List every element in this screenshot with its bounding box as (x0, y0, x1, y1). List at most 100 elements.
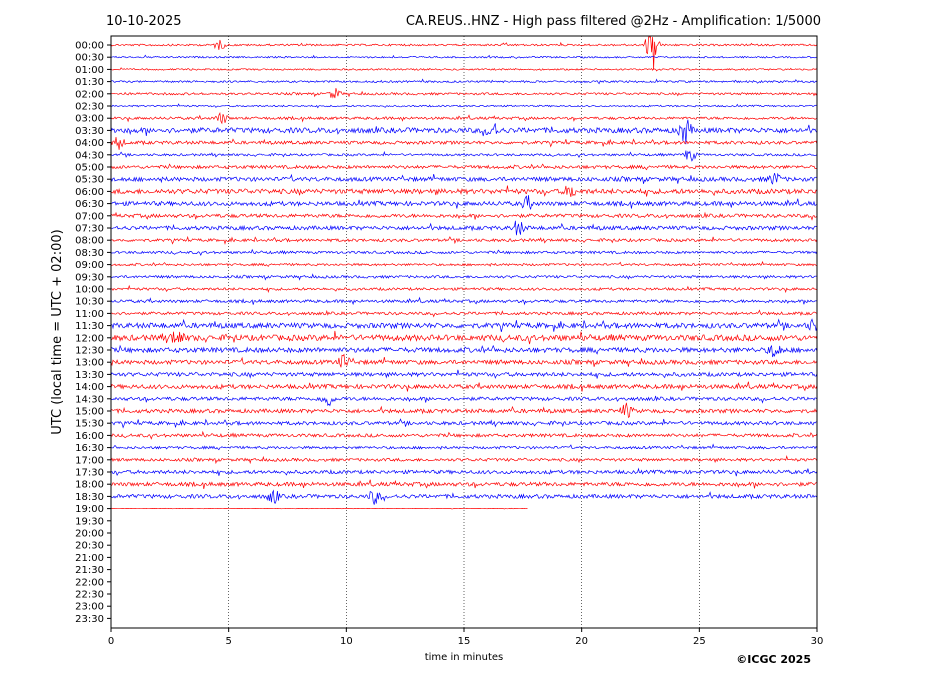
row-label: 06:00 (75, 187, 104, 198)
trace-row (110, 119, 818, 145)
row-label: 06:30 (75, 199, 104, 210)
trace-row (110, 353, 818, 368)
row-label: 19:00 (75, 504, 104, 515)
row-label: 14:00 (75, 382, 104, 393)
trace-row (110, 260, 817, 267)
row-label: 04:00 (75, 138, 104, 149)
seismic-traces (110, 36, 818, 510)
trace-row (110, 150, 818, 162)
row-label: 21:00 (75, 553, 104, 564)
trace-row (110, 235, 818, 245)
row-label: 08:00 (75, 236, 104, 247)
trace-row (110, 163, 817, 171)
row-label: 01:30 (75, 77, 104, 88)
trace-row (110, 211, 818, 221)
row-label: 18:30 (75, 492, 104, 503)
row-label: 23:00 (75, 602, 104, 613)
row-label: 22:00 (75, 577, 104, 588)
row-label: 18:00 (75, 480, 104, 491)
x-axis-ticks: 0 5 10 15 20 25 30 (108, 628, 824, 647)
trace-row (110, 54, 818, 59)
row-label: 09:00 (75, 260, 104, 271)
row-label: 13:00 (75, 358, 104, 369)
vertical-gridlines (228, 36, 700, 628)
trace-row (110, 467, 818, 477)
trace-row (110, 369, 818, 379)
trace-row (110, 103, 818, 109)
trace-row (110, 507, 528, 510)
row-label: 15:30 (75, 419, 104, 430)
trace-row (110, 67, 818, 72)
row-label: 12:00 (75, 333, 104, 344)
row-label: 10:00 (75, 285, 104, 296)
trace-row (110, 185, 818, 197)
trace-row (110, 248, 818, 256)
trace-row (110, 36, 818, 70)
row-label: 07:30 (75, 224, 104, 235)
row-label: 17:00 (75, 455, 104, 466)
plot-frame (110, 35, 818, 629)
row-label: 05:00 (75, 163, 104, 174)
trace-row (110, 443, 818, 451)
row-label: 05:30 (75, 175, 104, 186)
trace-row (110, 455, 818, 465)
row-label: 04:30 (75, 150, 104, 161)
trace-row (111, 418, 818, 429)
trace-row (110, 296, 818, 306)
row-label: 02:30 (75, 102, 104, 113)
row-label: 03:00 (75, 114, 104, 125)
row-label: 11:30 (75, 321, 104, 332)
row-label: 21:30 (75, 565, 104, 576)
row-label: 13:30 (75, 370, 104, 381)
row-label: 22:30 (75, 590, 104, 601)
row-label: 11:00 (75, 309, 104, 320)
row-label: 00:30 (75, 53, 104, 64)
trace-row (110, 318, 818, 332)
trace-row (110, 172, 818, 185)
trace-row (110, 479, 818, 489)
trace-row (110, 195, 818, 210)
row-label: 23:30 (75, 614, 104, 625)
trace-row (110, 88, 818, 99)
x-tick-label: 25 (693, 636, 706, 647)
row-label: 08:30 (75, 248, 104, 259)
chart-title: CA.REUS..HNZ - High pass filtered @2Hz -… (406, 14, 821, 29)
row-label: 15:00 (75, 407, 104, 418)
row-label: 02:00 (75, 89, 104, 100)
y-axis-label: UTC (local time = UTC + 02:00) (50, 229, 65, 434)
row-label: 01:00 (75, 65, 104, 76)
trace-row (110, 430, 818, 440)
trace-row (110, 489, 818, 505)
trace-row (110, 284, 818, 294)
x-axis-label: time in minutes (425, 652, 504, 663)
row-label: 16:30 (75, 443, 104, 454)
row-label: 14:30 (75, 394, 104, 405)
row-label: 03:30 (75, 126, 104, 137)
row-label: 10:30 (75, 297, 104, 308)
trace-row (110, 220, 818, 236)
copyright-notice: ©ICGC 2025 (736, 653, 811, 666)
trace-row (110, 330, 818, 345)
x-tick-label: 20 (575, 636, 588, 647)
trace-row (110, 309, 818, 318)
trace-row (110, 395, 818, 407)
x-tick-label: 10 (340, 636, 353, 647)
chart-date: 10-10-2025 (106, 14, 182, 29)
row-label: 19:30 (75, 516, 104, 527)
x-tick-label: 30 (811, 636, 824, 647)
row-label: 20:30 (75, 541, 104, 552)
row-label: 17:30 (75, 468, 104, 479)
row-label: 20:00 (75, 529, 104, 540)
x-tick-label: 15 (458, 636, 471, 647)
trace-row (110, 381, 818, 392)
x-tick-label: 0 (108, 636, 114, 647)
trace-row (110, 137, 818, 150)
trace-row (110, 112, 818, 125)
row-label: 16:00 (75, 431, 104, 442)
row-label: 00:00 (75, 41, 104, 52)
trace-row (110, 344, 818, 358)
x-tick-label: 5 (225, 636, 231, 647)
trace-row (110, 273, 818, 281)
